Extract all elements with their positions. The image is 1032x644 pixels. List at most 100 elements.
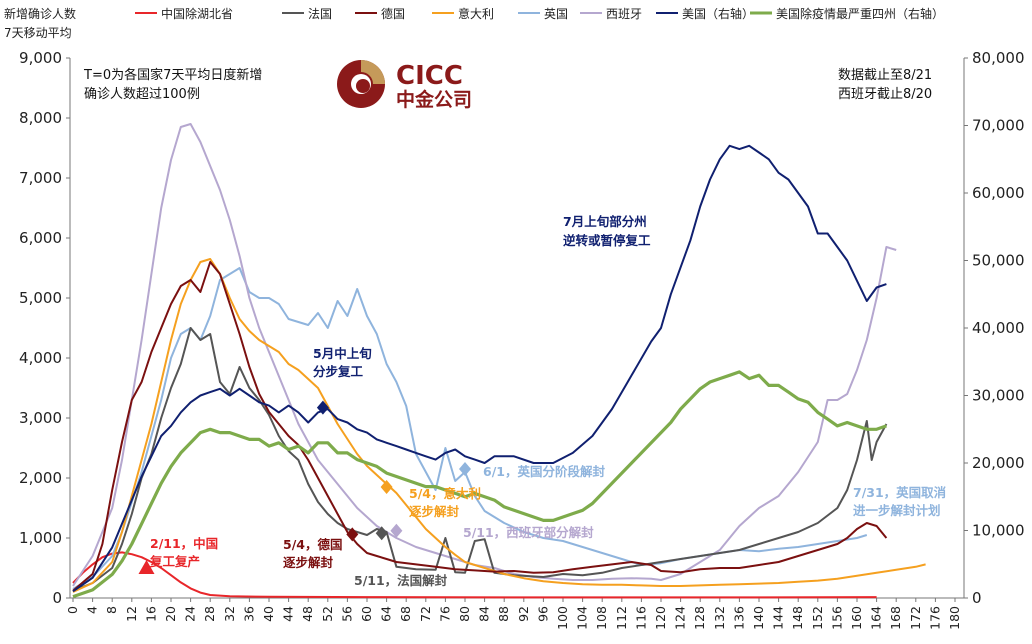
y-right-tick-label: 20,000 — [972, 454, 1025, 472]
x-tick-label: 0 — [65, 606, 80, 614]
cicc-logo-mark-core — [356, 79, 370, 93]
x-tick-label: 52 — [320, 606, 335, 622]
x-tick-label: 140 — [751, 606, 766, 630]
cicc-logo-mark-inner — [361, 60, 385, 84]
x-axis: 0 4 8 12 16 20 24 28 32 36 40 44 48 52 56 60 64 68 72 76 80 8… — [65, 598, 962, 630]
x-tick-label: 92 — [516, 606, 531, 622]
x-tick-label: 84 — [477, 606, 492, 622]
annotation-label: 5/11，法国解封 — [354, 573, 448, 588]
annotation-label: 2/11，中国 — [150, 536, 218, 551]
note-top-left-1: T=0为各国家7天平均日度新增 — [83, 67, 262, 83]
cicc-logo-text-cn: 中金公司 — [396, 88, 472, 111]
marker-layer: 2/11，中国复工复产5/4，德国逐步解封5/11，法国解封5/4，意大利逐步解… — [138, 214, 947, 588]
x-tick-label: 120 — [653, 606, 668, 630]
x-tick-label: 136 — [731, 606, 746, 630]
x-tick-label: 28 — [202, 606, 217, 622]
note-top-right-2: 西班牙截止8/20 — [838, 87, 932, 102]
marker-diamond — [380, 480, 393, 494]
x-tick-label: 116 — [633, 606, 648, 630]
x-tick-label: 124 — [673, 606, 688, 630]
x-tick-label: 156 — [829, 606, 844, 630]
y-right-tick-label: 40,000 — [972, 319, 1025, 337]
x-tick-label: 100 — [555, 606, 570, 630]
x-tick-label: 64 — [379, 606, 394, 622]
x-tick-label: 32 — [222, 606, 237, 622]
y-left-tick-label: 3,000 — [19, 409, 62, 427]
cicc-logo: CICC 中金公司 — [337, 60, 472, 111]
series-line-germany — [72, 261, 888, 592]
series-line-france — [72, 327, 888, 592]
legend-label-us: 美国（右轴） — [682, 6, 754, 21]
x-tick-label: 56 — [339, 606, 354, 622]
x-tick-label: 160 — [849, 606, 864, 630]
left-axis-title-line2: 7天移动平均 — [4, 26, 72, 40]
y-left-tick-label: 7,000 — [19, 169, 62, 187]
x-tick-label: 80 — [457, 606, 472, 622]
legend-label-uk: 英国 — [544, 7, 568, 21]
legend-label-us4: 美国除疫情最严重四州（右轴） — [776, 6, 944, 21]
x-tick-label: 36 — [241, 606, 256, 622]
note-top-right-1: 数据截止至8/21 — [838, 68, 932, 83]
x-tick-label: 108 — [594, 606, 609, 630]
x-tick-label: 8 — [104, 606, 119, 614]
y-right-tick-label: 50,000 — [972, 252, 1025, 270]
y-left-tick-label: 8,000 — [19, 109, 62, 127]
marker-diamond — [375, 526, 388, 541]
cicc-logo-text-en: CICC — [396, 61, 463, 91]
x-tick-label: 72 — [418, 606, 433, 622]
annotation-label-line2: 进一步解封计划 — [853, 503, 941, 518]
x-tick-label: 76 — [437, 606, 452, 622]
x-tick-label: 88 — [496, 606, 511, 622]
x-tick-label: 164 — [869, 606, 884, 630]
annotation-label: 5/4，德国 — [283, 537, 342, 552]
x-tick-label: 152 — [810, 606, 825, 630]
x-tick-label: 112 — [614, 606, 629, 630]
series-line-italy — [72, 258, 926, 593]
y-left-tick-label: 1,000 — [19, 529, 62, 547]
annotation-us-reversal: 7月上旬部分州 — [563, 214, 647, 229]
x-tick-label: 44 — [281, 606, 296, 622]
series-layer — [72, 123, 926, 599]
y-axis-right: 0 10,000 20,000 30,000 40,000 50,000 60,000 70,… — [964, 49, 1025, 607]
legend-label-germany: 德国 — [381, 6, 405, 21]
x-tick-label: 68 — [398, 606, 413, 622]
x-tick-label: 20 — [163, 606, 178, 622]
y-left-tick-label: 2,000 — [19, 469, 62, 487]
x-tick-label: 172 — [908, 606, 923, 630]
legend-label-france: 法国 — [308, 7, 332, 21]
x-tick-label: 168 — [888, 606, 903, 630]
annotation-us-reversal-line2: 逆转或暂停复工 — [563, 233, 651, 248]
y-right-tick-label: 0 — [972, 589, 982, 607]
y-right-tick-label: 30,000 — [972, 387, 1025, 405]
y-left-tick-label: 9,000 — [19, 49, 62, 67]
legend-label-spain: 西班牙 — [606, 7, 642, 21]
marker-diamond — [390, 523, 403, 538]
y-left-tick-label: 0 — [52, 589, 62, 607]
x-tick-label: 148 — [790, 606, 805, 630]
marker-diamond — [316, 400, 329, 415]
x-tick-label: 132 — [712, 606, 727, 630]
annotation-label: 6/1，英国分阶段解封 — [483, 464, 605, 479]
series-line-us — [72, 144, 887, 593]
left-axis-title-line1: 新增确诊人数 — [4, 6, 76, 21]
y-right-tick-label: 10,000 — [972, 522, 1025, 540]
annotation-label-line2: 逐步解封 — [283, 555, 334, 570]
series-line-us4 — [72, 370, 887, 599]
annotation-label: 5/11，西班牙部分解封 — [463, 525, 594, 540]
annotation-label: 5/4，意大利 — [409, 486, 481, 501]
x-tick-label: 4 — [85, 606, 100, 614]
x-tick-label: 96 — [535, 606, 550, 622]
legend-label-italy: 意大利 — [458, 6, 494, 21]
legend: 中国除湖北省 法国 德国 意大利 英国 西班牙 美国（右轴） 美国除疫情最严重四州（右轴） — [135, 6, 944, 21]
plot-frame — [69, 58, 965, 599]
legend-label-hubei: 中国除湖北省 — [161, 6, 233, 21]
y-right-tick-label: 80,000 — [972, 49, 1025, 67]
marker-diamond — [346, 527, 359, 542]
annotation-label-line2: 分步复工 — [313, 364, 364, 379]
y-right-tick-label: 70,000 — [972, 117, 1025, 135]
x-tick-label: 104 — [575, 606, 590, 630]
x-tick-label: 144 — [771, 606, 786, 630]
x-tick-label: 128 — [692, 606, 707, 630]
y-left-tick-label: 6,000 — [19, 229, 62, 247]
